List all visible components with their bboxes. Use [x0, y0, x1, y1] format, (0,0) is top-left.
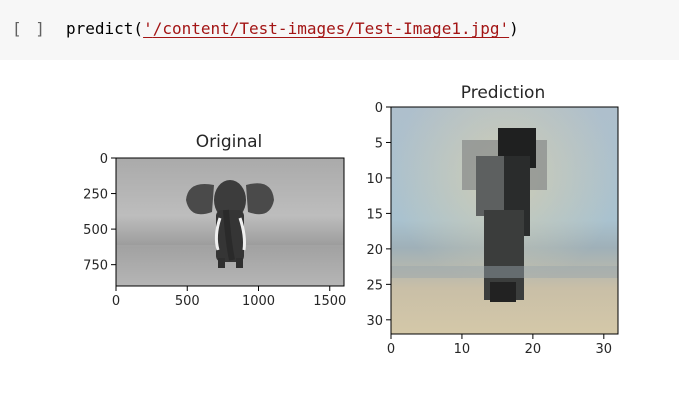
prediction-subplot: Prediction 0 10 20 30 0 5 10 15 20 25 30: [366, 83, 619, 357]
x-tick-label: 1000: [242, 294, 275, 309]
original-image: [116, 158, 344, 286]
prediction-horizon: [391, 266, 618, 278]
prediction-image: [391, 107, 618, 334]
y-tick-label: 15: [366, 207, 383, 222]
prediction-elephant-left: [476, 156, 504, 216]
y-tick-label: 30: [366, 314, 383, 329]
x-tick-label: 1500: [313, 294, 346, 309]
elephant-right-ear: [246, 183, 274, 215]
prediction-axes-frame: [390, 106, 619, 335]
y-tick-label: 5: [375, 136, 383, 151]
run-cell-button[interactable]: [ ]: [12, 19, 47, 38]
code-close-paren: ): [509, 19, 519, 38]
code-string-path: /content/Test-images/Test-Image1.jpg: [152, 19, 500, 38]
prediction-title: Prediction: [461, 83, 545, 103]
y-tick-label: 10: [366, 172, 383, 187]
elephant-right-leg: [236, 258, 243, 268]
original-ticks: 0 500 1000 1500 0 250 500 750: [83, 152, 346, 309]
x-tick-label: 0: [387, 342, 395, 357]
original-title: Original: [196, 132, 263, 152]
y-tick-label: 500: [83, 223, 108, 238]
prediction-ticks: 0 10 20 30 0 5 10 15 20 25 30: [366, 101, 612, 357]
x-tick-label: 0: [112, 294, 120, 309]
y-tick-label: 250: [83, 188, 108, 203]
x-tick-label: 10: [454, 342, 471, 357]
y-tick-label: 0: [100, 152, 108, 167]
prediction-elephant-feet: [490, 282, 516, 302]
code-line[interactable]: predict('/content/Test-images/Test-Image…: [66, 19, 519, 38]
cell-output: Original 0 500 1000 1500 0 250 500 750: [0, 60, 679, 402]
original-axes-frame: [115, 157, 345, 287]
elephant-right-tusk: [238, 217, 246, 251]
elephant-trunk: [223, 209, 235, 261]
elephant-left-ear: [186, 184, 214, 215]
y-tick-label: 750: [83, 259, 108, 274]
code-quote-open: ': [143, 19, 153, 38]
code-function: predict(: [66, 19, 144, 38]
original-subplot: Original 0 500 1000 1500 0 250 500 750: [83, 132, 346, 309]
x-tick-label: 500: [175, 294, 200, 309]
code-cell[interactable]: [ ] predict('/content/Test-images/Test-I…: [0, 0, 679, 60]
code-quote-close: ': [499, 19, 510, 38]
elephant-left-tusk: [214, 217, 222, 251]
y-tick-label: 20: [366, 243, 383, 258]
elephant-left-leg: [218, 258, 225, 268]
x-tick-label: 20: [525, 342, 542, 357]
y-tick-label: 0: [375, 101, 383, 116]
x-tick-label: 30: [596, 342, 613, 357]
y-tick-label: 25: [366, 278, 383, 293]
